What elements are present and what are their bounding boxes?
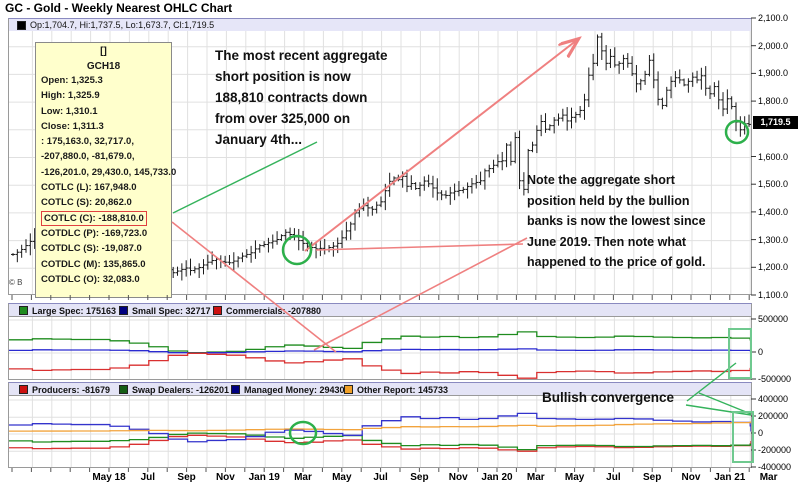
y-axis-label: 1,800.0	[758, 96, 789, 107]
legend-swatch-icon	[19, 306, 28, 315]
tooltip-row: -126,201.0, 29,430.0, 145,733.0	[41, 166, 177, 178]
y-axis-label: -400000	[758, 462, 792, 472]
legend-item: Large Spec: 175163	[11, 304, 116, 317]
tooltip-row: COTDLC (S): -19,087.0	[41, 243, 142, 255]
y-axis-label: 400000	[758, 394, 789, 404]
y-axis-label: 1,500.0	[758, 179, 789, 190]
legend-item: Small Spec: 32717	[111, 304, 211, 317]
tooltip-row: Close: 1,311.3	[41, 120, 104, 132]
y-axis-label: 1,900.0	[758, 68, 789, 79]
x-axis-label: Jan 20	[481, 472, 513, 483]
tooltip-row: : 175,163.0, 32,717.0,	[41, 136, 134, 148]
y-axis-label: 0	[758, 428, 764, 438]
tooltip-row: High: 1,325.9	[41, 90, 100, 102]
y-axis-label: 2,100.0	[758, 13, 789, 23]
legend-swatch-icon	[213, 306, 222, 315]
legend-item: Managed Money: 29430	[223, 383, 345, 396]
y-axis-label: 2,000.0	[758, 40, 789, 51]
x-axis-label: Jul	[140, 472, 156, 483]
tooltip-header: []	[100, 46, 107, 57]
cot-legacy-plot[interactable]	[8, 316, 752, 380]
y-axis-label: 1,200.0	[758, 262, 789, 273]
cot-legacy-svg	[9, 317, 751, 379]
x-axis-label: Sep	[410, 472, 429, 483]
legend-label: Swap Dealers: -126201	[132, 384, 230, 395]
x-axis-label: Jan 21	[714, 472, 746, 483]
legend-swatch-icon	[119, 385, 128, 394]
x-axis-label: Sep	[643, 472, 662, 483]
ohlc-info-text: Op:1,704.7, Hi:1,737.5, Lo:1,673.7, Cl:1…	[30, 20, 215, 30]
y-axis-label: 0	[758, 347, 764, 357]
y-axis-label: 1,300.0	[758, 234, 789, 245]
annotation-bullish-convergence: Bullish convergence	[542, 390, 675, 405]
legend-label: Small Spec: 32717	[132, 305, 211, 316]
y-axis-label: 500000	[758, 314, 789, 324]
legend-label: Large Spec: 175163	[32, 305, 117, 316]
cot-disagg-svg	[9, 396, 751, 467]
annotation-bullion-banks: Note the aggregate short position held b…	[527, 173, 706, 269]
x-axis-label: Jul	[373, 472, 388, 483]
cot-legacy-legend: Large Spec: 175163 Small Spec: 32717 Comme…	[8, 303, 752, 316]
legend-item: Other Report: 145733	[336, 383, 448, 396]
tooltip-row: -207,880.0, -81,679.0,	[41, 151, 135, 163]
y-axis-label: 1,400.0	[758, 206, 789, 217]
ohlc-info-bar: Op:1,704.7, Hi:1,737.5, Lo:1,673.7, Cl:1…	[8, 18, 752, 31]
page-title: GC - Gold - Weekly Nearest OHLC Chart	[5, 1, 233, 15]
legend-swatch-icon	[19, 385, 28, 394]
cot-disagg-legend: Producers: -81679 Swap Dealers: -126201 Ma…	[8, 382, 752, 395]
last-price-badge: 1,719.5	[753, 116, 798, 129]
cot-disagg-plot[interactable]	[8, 395, 752, 468]
tooltip-row: COTDLC (M): 135,865.0	[41, 258, 146, 270]
x-axis-label: May 18	[92, 472, 126, 483]
x-axis-label: Sep	[177, 472, 196, 483]
tooltip-rows: Open: 1,325.3 High: 1,325.9 Low: 1,310.1 Cl…	[36, 73, 177, 287]
tooltip-row-highlighted: COTLC (C): -188,810.0	[41, 210, 147, 226]
x-axis-label: Nov	[215, 472, 235, 483]
tooltip-row: COTDLC (O): 32,083.0	[41, 273, 140, 285]
tooltip-row: COTLC (L): 167,948.0	[41, 182, 137, 194]
legend-swatch-icon	[231, 385, 240, 394]
y-axis-label: 200000	[758, 411, 789, 421]
legend-label: Commercials: -207880	[226, 305, 322, 316]
series-swatch-icon	[17, 20, 26, 30]
y-axis-label: -200000	[758, 445, 792, 455]
legend-label: Producers: -81679	[32, 384, 111, 395]
tooltip-row: COTDLC (P): -169,723.0	[41, 227, 148, 239]
x-axis-label: Jul	[606, 472, 621, 483]
x-axis-label: Mar	[294, 472, 312, 483]
x-axis-label: Jan 19	[248, 472, 280, 483]
legend-swatch-icon	[119, 306, 128, 315]
data-tooltip: [] GCH18 Open: 1,325.3 High: 1,325.9 Low: …	[35, 42, 177, 298]
x-axis-label: Nov	[448, 472, 468, 483]
y-axis-label: 1,600.0	[758, 151, 789, 162]
y-axis-label: 1,100.0	[758, 290, 789, 300]
x-axis-label: May	[332, 472, 352, 483]
x-axis-label: Mar	[526, 472, 545, 483]
legend-label: Other Report: 145733	[357, 384, 449, 395]
y-axis-label: -500000	[758, 374, 792, 384]
x-axis-label: May	[564, 472, 585, 483]
legend-swatch-icon	[344, 385, 353, 394]
annotation-short-position: The most recent aggregate short position…	[215, 48, 388, 147]
legend-item: Swap Dealers: -126201	[111, 383, 229, 396]
tooltip-row: COTLC (S): 20,862.0	[41, 197, 132, 209]
copyright-text: © B	[9, 278, 23, 287]
tooltip-row: COTLC (C): -188,810.0	[36, 210, 171, 226]
x-axis-label: Mar	[759, 472, 778, 483]
x-axis-label: Nov	[681, 472, 701, 483]
tooltip-row: Low: 1,310.1	[41, 105, 98, 117]
legend-label: Managed Money: 29430	[244, 384, 345, 395]
tooltip-row: Open: 1,325.3	[41, 75, 103, 86]
legend-item: Producers: -81679	[11, 383, 110, 396]
tooltip-symbol: GCH18	[86, 61, 121, 72]
